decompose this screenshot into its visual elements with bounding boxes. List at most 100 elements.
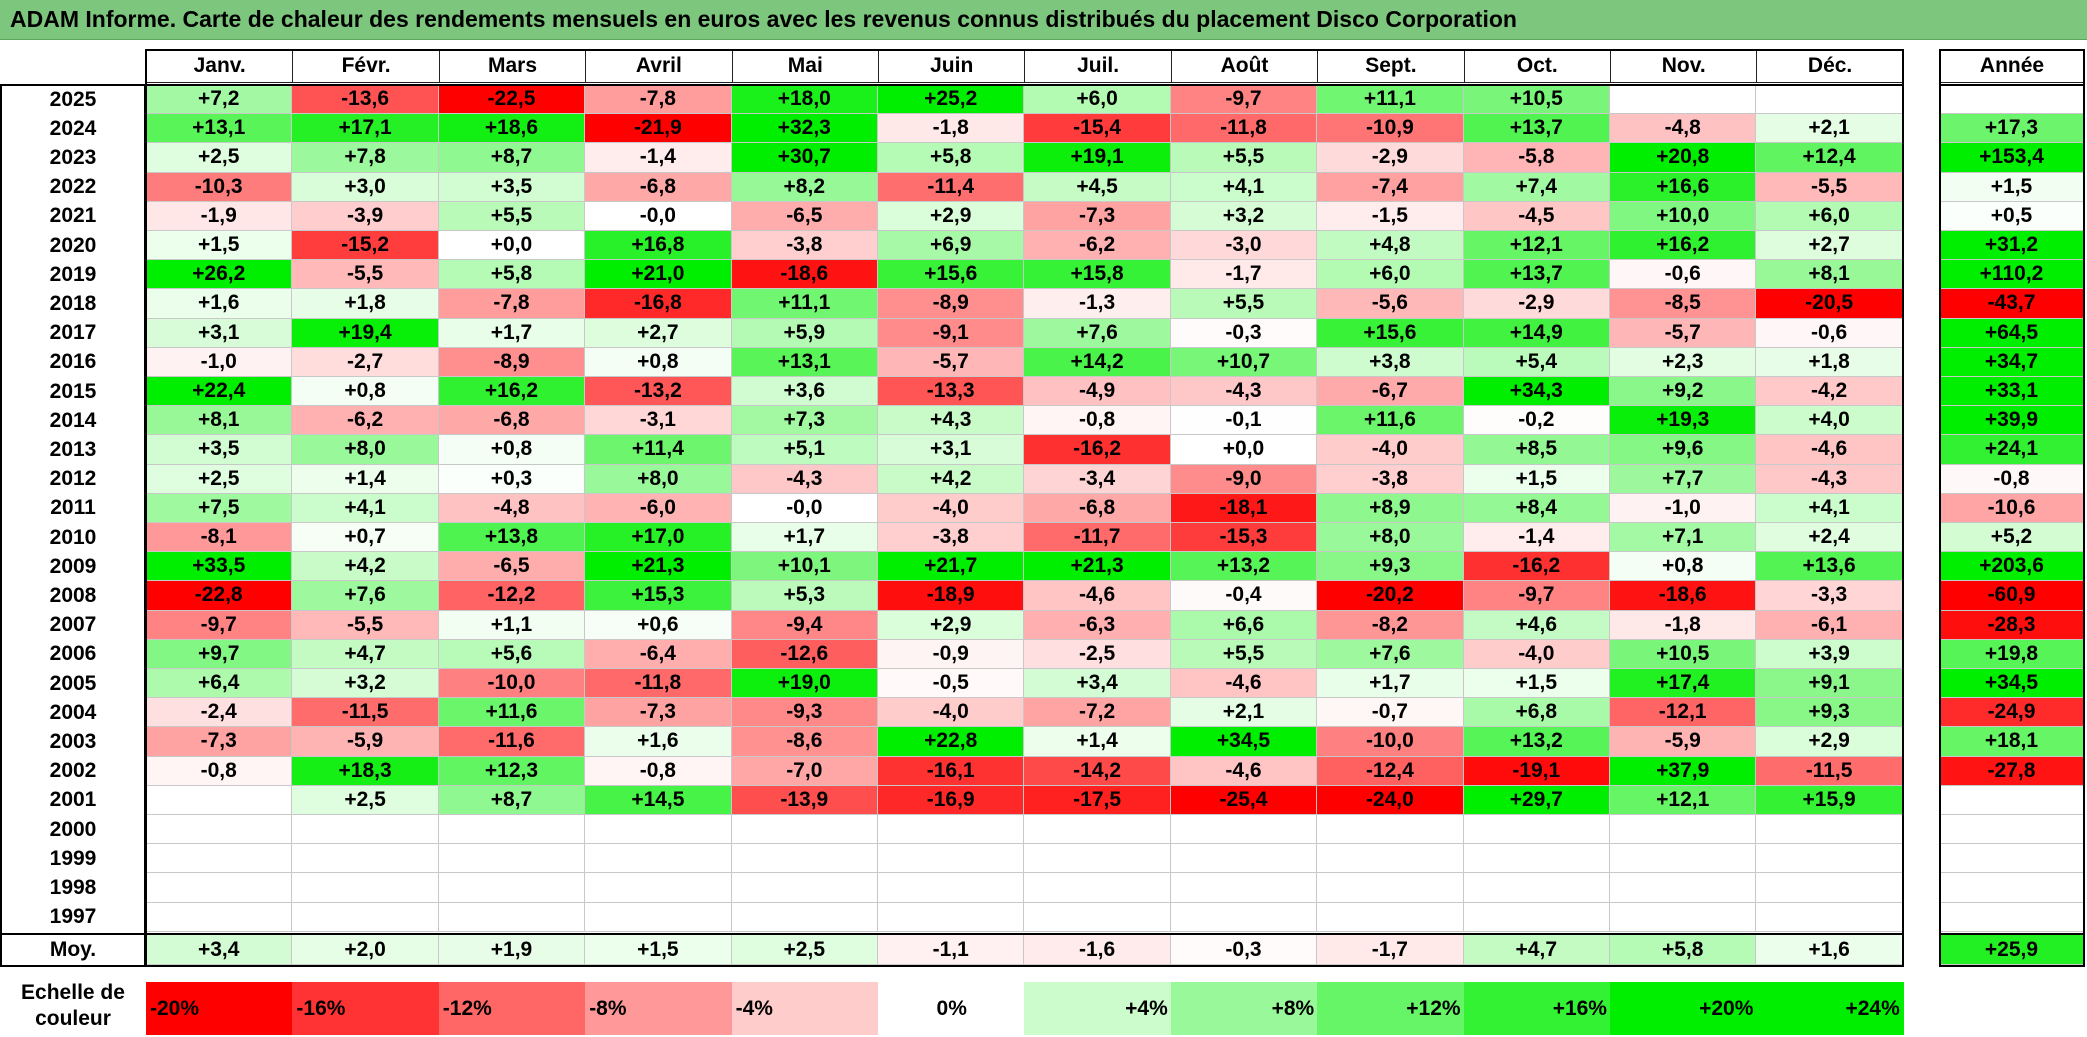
year-label: 2008	[49, 583, 97, 607]
heatmap-cell: +15,8	[1024, 260, 1171, 290]
heatmap-cell: +10,0	[1610, 201, 1757, 231]
heatmap-cell: +30,7	[731, 143, 878, 173]
year-label: 2024	[49, 116, 97, 140]
year-label: 2005	[49, 671, 97, 695]
heatmap-cell: +3,5	[146, 435, 293, 465]
heatmap-cell: -11,6	[438, 727, 586, 757]
year-label: 2020	[49, 233, 97, 257]
heatmap-cell: +3,0	[292, 172, 439, 202]
heatmap-cell: -4,6	[1756, 435, 1903, 465]
heatmap-cell: -22,8	[146, 581, 293, 611]
heatmap-cell: -1,9	[146, 201, 293, 231]
heatmap-cell: +12,3	[438, 756, 586, 786]
heatmap-cell: +9,2	[1610, 377, 1757, 407]
heatmap-cell: +4,1	[1170, 172, 1318, 202]
year-label: 2015	[49, 379, 97, 403]
heatmap-cell: +2,1	[1756, 114, 1903, 144]
heatmap-cell: -8,2	[1317, 610, 1464, 640]
heatmap-cell	[878, 815, 1025, 845]
heatmap-cell: +7,3	[731, 406, 878, 436]
annual-cell: +24,1	[1940, 435, 2084, 465]
heatmap-cell: -4,9	[1024, 377, 1171, 407]
annual-cell: -43,7	[1940, 289, 2084, 319]
heatmap-cell: -5,7	[878, 347, 1025, 377]
heatmap-cell: -2,9	[1463, 289, 1610, 319]
heatmap-cell: +11,1	[1317, 85, 1464, 115]
annual-average-line	[1939, 933, 2085, 935]
heatmap-cell: +14,9	[1463, 318, 1610, 348]
average-top-line	[0, 933, 1904, 935]
annual-cell	[1940, 873, 2084, 903]
heatmap-cell: -16,8	[585, 289, 732, 319]
heatmap-cell: -6,4	[585, 639, 732, 669]
heatmap-cell: -0,8	[146, 756, 293, 786]
annual-cell: +18,1	[1940, 727, 2084, 757]
heatmap-cell: -4,6	[1170, 669, 1318, 699]
heatmap-cell	[1024, 873, 1171, 903]
heatmap-cell	[1024, 844, 1171, 874]
year-label: 2017	[49, 321, 97, 345]
heatmap-cell: -6,7	[1317, 377, 1464, 407]
heatmap-cell: -0,2	[1463, 406, 1610, 436]
annual-cell: +153,4	[1940, 143, 2084, 173]
heatmap-cell	[292, 844, 439, 874]
heatmap-cell: -20,5	[1756, 289, 1903, 319]
annual-cell: +31,2	[1940, 231, 2084, 261]
heatmap-cell: -3,1	[585, 406, 732, 436]
heatmap-cell: -4,5	[1463, 201, 1610, 231]
annual-cell: -28,3	[1940, 610, 2084, 640]
heatmap-cell: +14,2	[1024, 347, 1171, 377]
annual-cell: +34,7	[1940, 347, 2084, 377]
year-label: 1999	[49, 846, 97, 870]
heatmap-cell: -10,0	[438, 669, 586, 699]
heatmap-cell: -22,5	[438, 85, 586, 115]
scale-swatch: 0%	[878, 982, 1026, 1035]
heatmap-cell: +1,8	[1756, 347, 1903, 377]
heatmap-cell: -7,0	[731, 756, 878, 786]
heatmap-cell: +6,9	[878, 231, 1025, 261]
heatmap-cell: +13,1	[731, 347, 878, 377]
heatmap-cell: -4,6	[1024, 581, 1171, 611]
month-header: Mars	[438, 49, 587, 83]
heatmap-cell: -0,7	[1317, 698, 1464, 728]
heatmap-cell: +13,2	[1463, 727, 1610, 757]
heatmap-cell: +13,7	[1463, 260, 1610, 290]
heatmap-cell	[1610, 902, 1757, 932]
heatmap-cell: -1,4	[1463, 523, 1610, 553]
annual-cell: +17,3	[1940, 114, 2084, 144]
heatmap-cell: +16,2	[1610, 231, 1757, 261]
heatmap-cell: -0,4	[1170, 581, 1318, 611]
heatmap-cell: -9,4	[731, 610, 878, 640]
scale-swatch: +8%	[1170, 982, 1319, 1035]
heatmap-cell: +2,5	[146, 464, 293, 494]
title-bar: ADAM Informe. Carte de chaleur des rende…	[0, 0, 2087, 40]
heatmap-cell	[1610, 85, 1757, 115]
heatmap-cell: +19,4	[292, 318, 439, 348]
heatmap-cell	[1317, 815, 1464, 845]
heatmap-cell: +2,9	[878, 201, 1025, 231]
heatmap-cell	[1756, 85, 1903, 115]
heatmap-cell: +3,1	[146, 318, 293, 348]
heatmap-cell: +9,3	[1756, 698, 1903, 728]
year-label: 2010	[49, 525, 97, 549]
scale-label: Echelle de couleur	[21, 981, 125, 1030]
heatmap-cell: -0,3	[1170, 318, 1318, 348]
heatmap-cell: -13,6	[292, 85, 439, 115]
heatmap-cell: +13,8	[438, 523, 586, 553]
heatmap-cell: -15,2	[292, 231, 439, 261]
year-label: 2022	[49, 175, 97, 199]
month-header: Oct.	[1463, 49, 1611, 83]
heatmap-cell: -1,4	[585, 143, 732, 173]
heatmap-cell: -11,5	[292, 698, 439, 728]
heatmap-cell: +8,0	[585, 464, 732, 494]
heatmap-cell: +4,6	[1463, 610, 1610, 640]
annual-cell: -27,8	[1940, 756, 2084, 786]
heatmap-cell: +13,1	[146, 114, 293, 144]
average-cell: -1,7	[1317, 935, 1464, 965]
heatmap-cell: +19,3	[1610, 406, 1757, 436]
heatmap-cell: +0,8	[292, 377, 439, 407]
month-header: Juin	[878, 49, 1026, 83]
heatmap-cell: +13,6	[1756, 552, 1903, 582]
heatmap-cell: +8,5	[1463, 435, 1610, 465]
heatmap-cell: -0,8	[1024, 406, 1171, 436]
